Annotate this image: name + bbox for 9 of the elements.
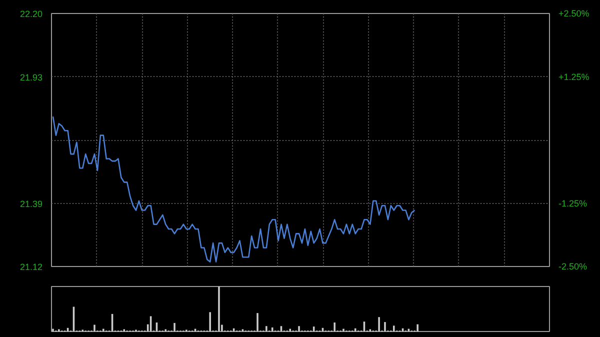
line-series (52, 116, 416, 262)
y-tick-label: 21.93 (20, 72, 43, 82)
y2-tick-label: +1.25% (558, 72, 590, 82)
y2-tick-label: -1.25% (558, 198, 588, 208)
y-tick-label: 21.39 (20, 198, 43, 209)
y2-tick-label: +2.50% (558, 8, 590, 18)
y2-tick-label: -2.50% (558, 262, 588, 272)
y-tick-label: 21.12 (20, 262, 43, 272)
y-tick-label: 22.20 (20, 9, 43, 19)
